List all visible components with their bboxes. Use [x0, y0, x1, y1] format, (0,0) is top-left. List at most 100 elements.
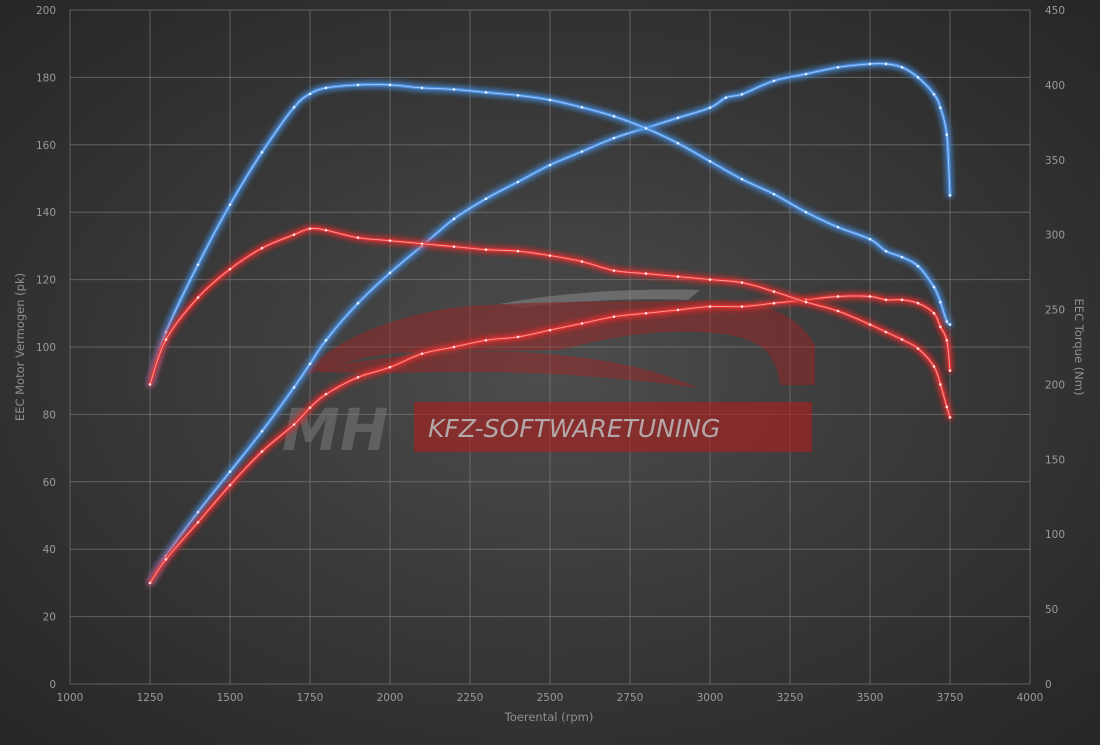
- series-point: [292, 233, 296, 236]
- series-point: [676, 142, 680, 145]
- series-point: [868, 62, 872, 66]
- x-tick-label: 1250: [137, 692, 164, 704]
- tick-labels: 1000 1250 1500 1750 2000 2250 2500 2750 3000 3250…: [36, 5, 1065, 704]
- series-point: [884, 62, 888, 66]
- series-point: [308, 362, 312, 366]
- series-point: [196, 263, 200, 266]
- y-axis-left-title: EEC Motor Vermogen (pk): [13, 273, 27, 421]
- series-point: [916, 347, 920, 350]
- series-point: [228, 203, 232, 207]
- y-right-tick-label: 150: [1045, 454, 1065, 466]
- series-point: [644, 127, 648, 130]
- series-point: [452, 345, 456, 349]
- x-tick-label: 1500: [217, 692, 244, 704]
- series-point: [580, 106, 584, 109]
- series-point: [324, 86, 328, 90]
- series-point: [945, 405, 949, 409]
- series-point: [484, 338, 488, 342]
- series-layer: [148, 61, 952, 585]
- y-left-tick-label: 180: [36, 72, 56, 84]
- x-tick-label: 2500: [537, 692, 564, 704]
- series-point: [900, 255, 904, 259]
- series-point: [708, 106, 712, 110]
- y-left-tick-label: 120: [36, 275, 56, 287]
- series-point: [324, 338, 328, 342]
- series-point: [836, 65, 840, 69]
- series-point: [420, 86, 424, 90]
- series-point: [308, 227, 312, 230]
- series-point: [388, 271, 392, 275]
- series-point: [324, 228, 328, 232]
- series-point: [484, 197, 488, 201]
- series-point: [708, 278, 712, 281]
- watermark-banner: [414, 402, 812, 452]
- series-point: [948, 323, 952, 326]
- series-point: [772, 290, 776, 293]
- series-point: [740, 281, 744, 284]
- series-point: [939, 300, 942, 304]
- x-tick-label: 1000: [57, 692, 84, 704]
- series-line: [148, 294, 952, 585]
- series-point: [740, 305, 744, 308]
- x-tick-label: 3500: [857, 692, 884, 704]
- series-point: [452, 245, 456, 248]
- series-point: [228, 267, 232, 271]
- series-point: [644, 312, 648, 315]
- series-point: [708, 305, 712, 308]
- series-point: [772, 79, 776, 83]
- series-point: [228, 470, 232, 473]
- series-point: [740, 92, 744, 96]
- series-point: [836, 225, 840, 229]
- series-point: [388, 365, 392, 369]
- series-point: [452, 88, 456, 91]
- y-right-tick-label: 100: [1045, 529, 1065, 541]
- series-point: [900, 65, 904, 69]
- series-point: [548, 98, 552, 102]
- series-point: [772, 192, 776, 196]
- series-point: [932, 365, 936, 368]
- y-right-tick-label: 200: [1045, 379, 1065, 391]
- series-point: [939, 325, 942, 329]
- x-axis-title: Toerental (rpm): [504, 710, 594, 724]
- series-point: [900, 298, 904, 302]
- series-point: [484, 91, 488, 94]
- series-point: [420, 242, 424, 245]
- y-right-tick-label: 400: [1045, 80, 1065, 92]
- series-point: [580, 260, 584, 263]
- series-point: [612, 136, 616, 140]
- series-point: [548, 163, 552, 167]
- series-point: [945, 320, 949, 323]
- watermark-logo: MH KFZ-SOFTWARETUNING: [282, 289, 815, 464]
- y-right-tick-label: 0: [1045, 679, 1052, 691]
- series-point: [948, 416, 952, 419]
- series-point: [884, 330, 888, 334]
- series-point: [804, 300, 808, 304]
- series-point: [916, 76, 920, 79]
- y-left-tick-label: 40: [43, 544, 56, 556]
- series-point: [939, 106, 942, 110]
- series-point: [676, 275, 680, 278]
- x-tick-label: 3000: [697, 692, 724, 704]
- y-left-tick-label: 200: [36, 5, 56, 17]
- series-point: [484, 248, 488, 251]
- series-point: [356, 83, 360, 87]
- series-point: [308, 406, 312, 409]
- series-point: [868, 323, 872, 326]
- x-tick-label: 1750: [297, 692, 324, 704]
- x-tick-label: 3250: [777, 692, 804, 704]
- series-point: [772, 301, 776, 305]
- series-point: [932, 92, 936, 96]
- y-right-tick-label: 450: [1045, 5, 1065, 17]
- watermark-logo-letters: MH: [282, 396, 388, 464]
- y-right-tick-label: 50: [1045, 604, 1058, 616]
- series-point: [164, 330, 168, 334]
- series-point: [804, 210, 808, 214]
- series-point: [356, 301, 360, 305]
- series-point: [292, 106, 296, 109]
- series-point: [196, 520, 200, 524]
- series-point: [836, 309, 840, 313]
- series-point: [868, 237, 872, 241]
- series-point: [580, 322, 584, 325]
- series-point: [612, 115, 616, 118]
